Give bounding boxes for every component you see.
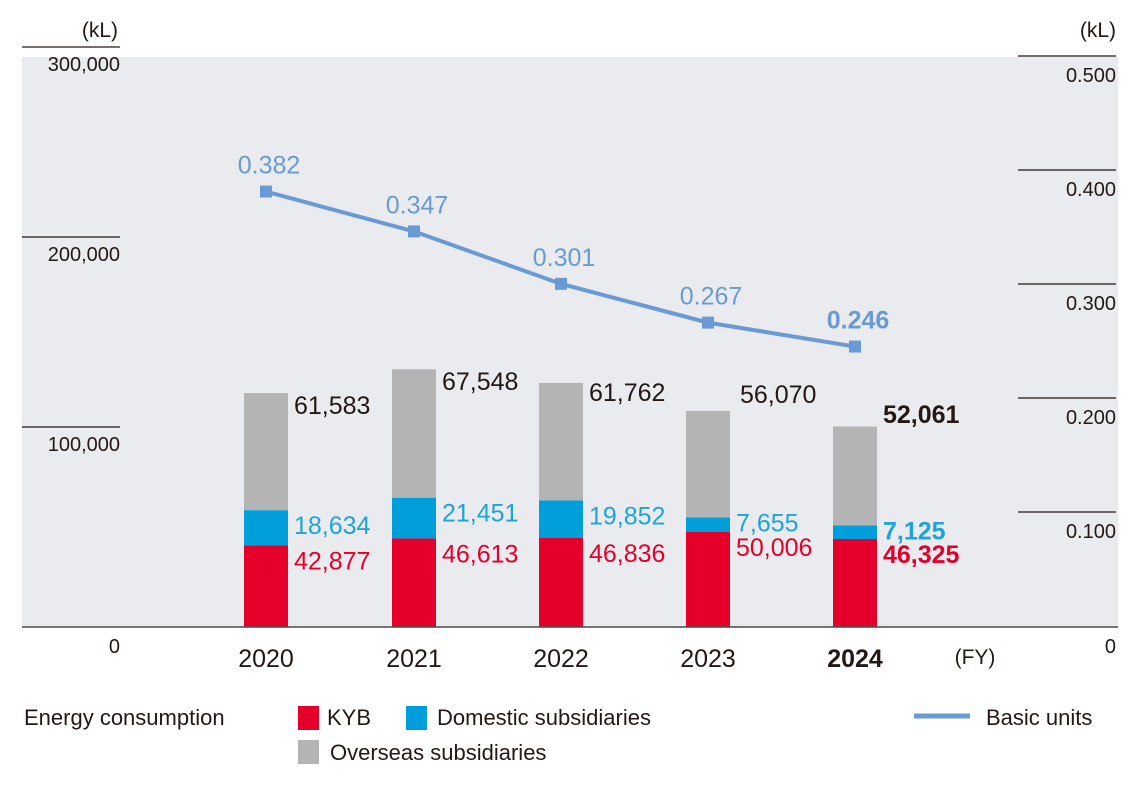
right-axis-tick-label: 0.100 [1066,521,1116,543]
bar-overseas-2023 [686,410,730,518]
x-axis-label: (FY) [955,646,996,669]
legend-swatch-domestic [406,706,427,730]
bar-domestic-2023 [686,517,730,532]
right-axis-tick-label: 0.500 [1066,65,1116,87]
legend-label-domestic: Domestic subsidiaries [437,705,651,730]
basic-units-point-2020 [260,185,272,198]
legend: Energy consumption KYB Domestic subsidia… [24,705,1092,765]
bar-domestic-2022 [539,500,583,539]
x-tick-label-2021: 2021 [386,645,442,673]
data-label-domestic-2020: 18,634 [294,512,371,540]
bar-overseas-2021 [392,369,436,498]
left-axis-tick-label: 300,000 [48,54,120,76]
data-label-domestic-2021: 21,451 [442,500,518,528]
left-axis-tick-label: 200,000 [48,244,120,266]
data-label-basic-units-2024: 0.246 [827,307,890,335]
data-label-domestic-2023: 7,655 [736,509,799,537]
bar-domestic-2020 [244,510,288,546]
left-axis-unit: (kL) [82,19,118,42]
legend-label-overseas: Overseas subsidiaries [330,740,546,765]
data-label-overseas-2020: 61,583 [294,392,370,420]
legend-label-kyb: KYB [327,705,371,730]
bar-kyb-2021 [392,538,436,627]
data-label-kyb-2020: 42,877 [294,548,370,576]
basic-units-point-2021 [408,225,420,238]
legend-swatch-overseas [298,740,319,764]
data-label-basic-units-2023: 0.267 [680,283,743,311]
right-axis-tick-label: 0.200 [1066,407,1116,429]
bar-kyb-2020 [244,545,288,627]
data-label-domestic-2024: 7,125 [883,517,946,545]
legend-swatch-kyb [298,706,319,730]
bar-kyb-2022 [539,538,583,627]
left-axis-tick-label: 100,000 [48,434,120,456]
data-label-domestic-2022: 19,852 [589,502,665,530]
data-label-basic-units-2021: 0.347 [386,191,449,219]
legend-label-basic-units: Basic units [986,705,1092,730]
right-axis-tick-label: 0 [1105,636,1116,658]
bar-kyb-2023 [686,531,730,627]
data-label-kyb-2023: 50,006 [736,534,812,562]
data-label-kyb-2021: 46,613 [442,540,518,568]
basic-units-point-2024 [849,340,861,353]
basic-units-point-2023 [702,316,714,329]
data-label-overseas-2021: 67,548 [442,368,518,396]
x-tick-label-2022: 2022 [533,645,589,673]
data-label-overseas-2022: 61,762 [589,379,665,407]
bar-domestic-2024 [833,525,877,539]
data-label-basic-units-2020: 0.382 [238,152,301,180]
bar-overseas-2020 [244,393,288,511]
data-label-kyb-2024: 46,325 [883,541,960,569]
left-axis-tick-label: 0 [109,636,120,658]
x-tick-label-2020: 2020 [238,645,294,673]
legend-group-label: Energy consumption [24,705,225,730]
right-axis-unit: (kL) [1080,19,1116,42]
bar-domestic-2021 [392,497,436,539]
bar-overseas-2022 [539,382,583,501]
data-label-kyb-2022: 46,836 [589,540,665,568]
bar-overseas-2024 [833,426,877,526]
basic-units-point-2022 [555,277,567,290]
x-tick-label-2023: 2023 [680,645,736,673]
bar-kyb-2024 [833,538,877,627]
right-axis-tick-label: 0.400 [1066,179,1116,201]
data-label-overseas-2024: 52,061 [883,401,960,429]
data-label-basic-units-2022: 0.301 [533,244,596,272]
x-tick-label-2024: 2024 [827,645,883,673]
right-axis-tick-label: 0.300 [1066,293,1116,315]
data-label-overseas-2023: 56,070 [740,381,816,409]
